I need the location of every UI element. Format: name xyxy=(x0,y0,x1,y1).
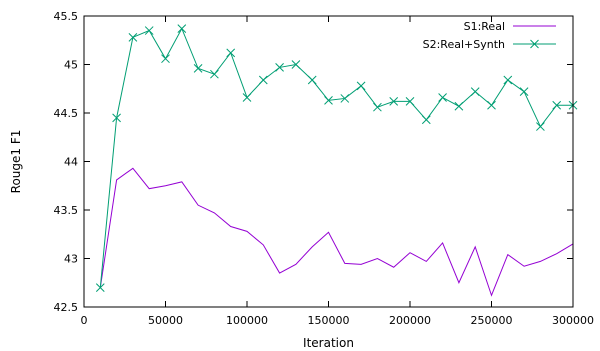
y-tick-label: 43 xyxy=(64,253,78,266)
y-tick-label: 44.5 xyxy=(54,107,79,120)
data-point xyxy=(324,96,333,105)
x-tick-label: 150000 xyxy=(308,314,350,327)
y-axis-ticks: 42.5 43 43.5 44 44.5 45 45.5 xyxy=(54,10,573,314)
series-layer xyxy=(95,24,578,297)
data-point xyxy=(438,93,447,102)
data-point xyxy=(340,94,350,103)
series-line-2 xyxy=(99,27,573,288)
data-point xyxy=(536,122,545,131)
data-point xyxy=(161,54,170,64)
data-point xyxy=(275,63,284,72)
data-point xyxy=(307,75,317,85)
y-tick-label: 45.5 xyxy=(54,10,79,23)
data-point xyxy=(470,87,480,97)
data-point xyxy=(226,48,236,58)
data-point xyxy=(291,60,301,69)
data-point xyxy=(112,113,121,123)
y-tick-label: 43.5 xyxy=(54,204,79,217)
y-tick-label: 45 xyxy=(64,59,78,72)
x-tick-label: 250000 xyxy=(471,314,513,327)
x-tick-label: 200000 xyxy=(389,314,431,327)
y-tick-label: 42.5 xyxy=(54,301,79,314)
data-point xyxy=(454,101,464,111)
data-point xyxy=(128,32,138,42)
x-axis-label: Iteration xyxy=(303,336,354,350)
data-point xyxy=(503,75,513,85)
legend-label-s2: S2:Real+Synth xyxy=(423,38,505,51)
x-tick-label: 50000 xyxy=(148,314,183,327)
plot-frame xyxy=(83,15,574,308)
data-point xyxy=(389,97,399,106)
x-tick-label: 100000 xyxy=(226,314,268,327)
data-point xyxy=(552,100,562,110)
data-point xyxy=(177,24,187,33)
legend-marker-s2 xyxy=(530,39,539,49)
series-line-1 xyxy=(99,167,574,297)
data-point xyxy=(405,97,415,106)
x-tick-label: 300000 xyxy=(552,314,594,327)
data-point xyxy=(356,81,366,91)
data-point xyxy=(519,87,529,97)
data-point xyxy=(373,102,382,112)
legend: S1:Real S2:Real+Synth xyxy=(423,20,556,51)
x-tick-label: 0 xyxy=(81,314,88,327)
data-point xyxy=(193,64,203,73)
x-axis-ticks: 0 50000 100000 150000 200000 250000 300000 xyxy=(81,16,594,327)
data-point xyxy=(242,93,252,102)
y-axis-label: Rouge1 F1 xyxy=(9,130,23,194)
data-point xyxy=(421,115,431,125)
data-point xyxy=(210,69,219,79)
data-point xyxy=(95,283,105,292)
data-point xyxy=(144,26,154,35)
legend-label-s1: S1:Real xyxy=(464,20,505,33)
y-tick-label: 44 xyxy=(64,156,78,169)
data-point xyxy=(258,75,268,85)
data-point xyxy=(487,100,496,110)
